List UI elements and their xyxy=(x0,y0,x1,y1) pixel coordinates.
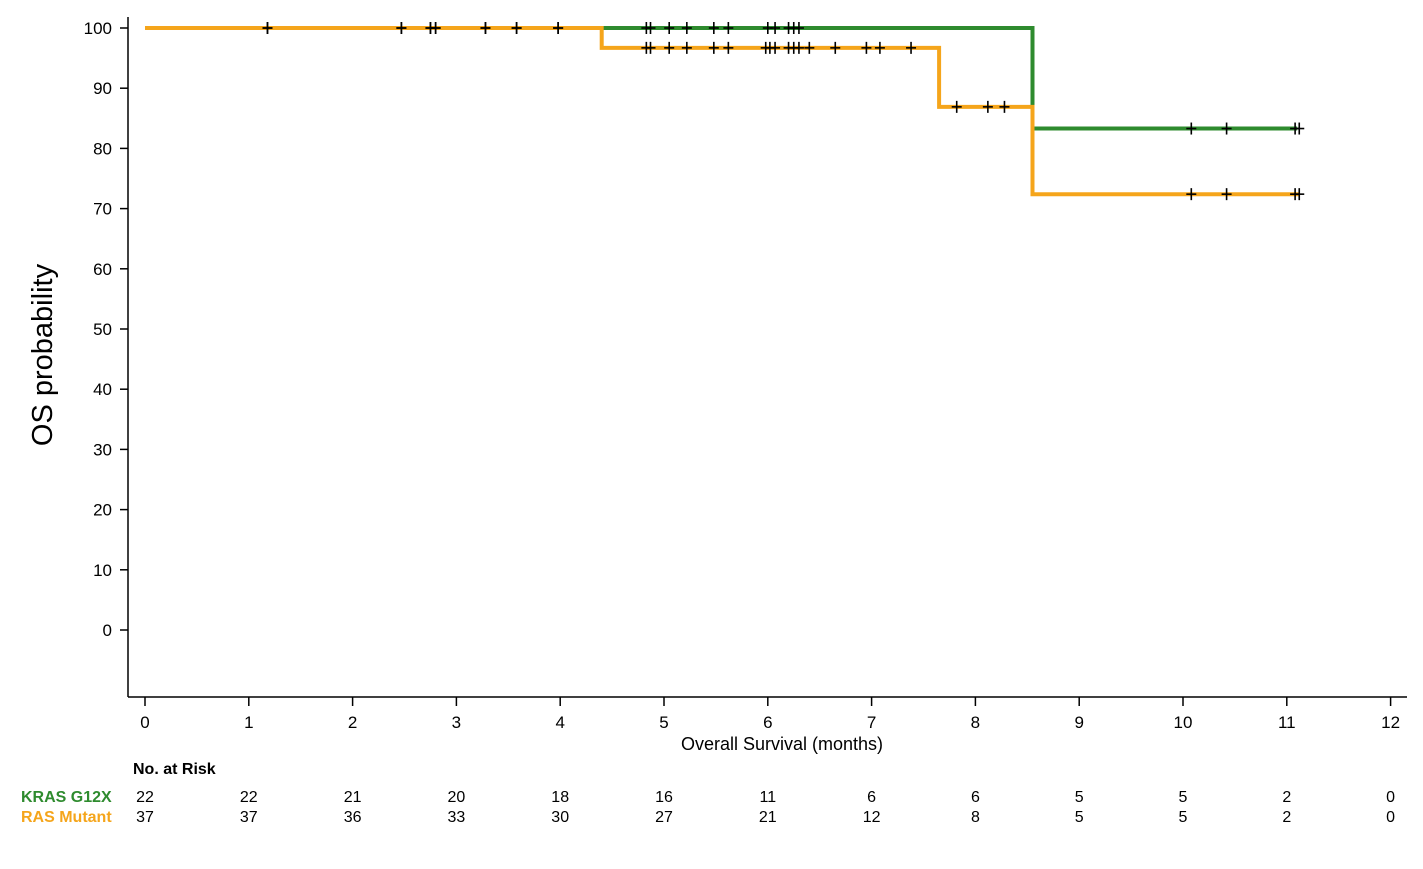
risk-count: 11 xyxy=(759,789,776,806)
x-tick-label: 1 xyxy=(244,713,253,732)
risk-count: 22 xyxy=(136,789,154,806)
x-tick-label: 2 xyxy=(348,713,357,732)
x-tick-label: 5 xyxy=(659,713,668,732)
risk-count: 12 xyxy=(863,809,881,826)
censor-mark xyxy=(793,22,804,34)
censor-mark xyxy=(553,22,564,34)
risk-count: 6 xyxy=(867,789,876,806)
censor-mark xyxy=(681,41,692,54)
risk-row-label: RAS Mutant xyxy=(21,809,112,826)
x-tick-label: 8 xyxy=(971,713,980,732)
censor-marks xyxy=(262,22,1305,201)
x-tick-label: 7 xyxy=(867,713,876,732)
x-tick-label: 4 xyxy=(555,713,564,732)
censor-mark xyxy=(1186,188,1197,201)
x-tick-label: 12 xyxy=(1381,713,1400,732)
x-tick-label: 10 xyxy=(1174,713,1193,732)
y-tick-label: 50 xyxy=(93,320,112,339)
risk-count: 0 xyxy=(1386,809,1395,826)
censor-mark xyxy=(1221,188,1232,201)
censor-mark xyxy=(708,22,719,34)
y-tick-label: 30 xyxy=(93,440,112,459)
censor-mark xyxy=(262,22,273,34)
y-axis-title: OS probability xyxy=(27,263,59,446)
y-tick-label: 40 xyxy=(93,380,112,399)
risk-count: 18 xyxy=(551,789,569,806)
censor-mark xyxy=(664,41,675,54)
survival-curves xyxy=(145,26,1300,197)
censor-mark xyxy=(1294,188,1305,201)
censor-mark xyxy=(804,41,815,54)
survival-line xyxy=(145,26,1298,131)
risk-row-label: KRAS G12X xyxy=(21,789,112,806)
risk-count: 5 xyxy=(1179,809,1188,826)
censor-mark xyxy=(999,100,1010,113)
risk-count: 37 xyxy=(136,809,154,826)
censor-mark xyxy=(951,100,962,113)
censor-mark xyxy=(723,22,734,34)
censor-mark xyxy=(645,41,656,54)
censor-mark xyxy=(861,41,872,54)
x-tick-label: 6 xyxy=(763,713,772,732)
risk-count: 2 xyxy=(1282,789,1291,806)
risk-count: 5 xyxy=(1179,789,1188,806)
censor-mark xyxy=(723,41,734,54)
y-tick-label: 0 xyxy=(103,621,112,640)
x-tick-label: 9 xyxy=(1074,713,1083,732)
risk-count: 33 xyxy=(448,809,466,826)
risk-count: 22 xyxy=(240,789,258,806)
y-tick-label: 10 xyxy=(93,561,112,580)
censor-mark xyxy=(396,22,407,34)
risk-count: 5 xyxy=(1075,809,1084,826)
risk-count: 8 xyxy=(971,809,980,826)
risk-count: 16 xyxy=(655,789,673,806)
risk-count: 21 xyxy=(344,789,362,806)
censor-mark xyxy=(664,22,675,34)
censor-mark xyxy=(681,22,692,34)
censor-mark xyxy=(708,41,719,54)
censor-mark xyxy=(511,22,522,34)
x-axis: 0 1 2 3 4 5 6 7 8 9 10 11 12 xyxy=(128,696,1407,732)
censor-mark xyxy=(793,41,804,54)
risk-count: 2 xyxy=(1282,809,1291,826)
risk-table-title: No. at Risk xyxy=(133,761,216,778)
risk-count: 27 xyxy=(655,809,673,826)
x-tick-label: 11 xyxy=(1278,713,1296,732)
x-tick-label: 3 xyxy=(452,713,461,732)
censor-mark xyxy=(1186,122,1197,135)
x-axis-title: Overall Survival (months) xyxy=(681,734,883,754)
risk-count: 37 xyxy=(240,809,258,826)
censor-mark xyxy=(1294,122,1305,135)
censor-mark xyxy=(645,22,656,34)
y-tick-label: 70 xyxy=(93,200,112,219)
censor-mark xyxy=(874,41,885,54)
y-tick-label: 80 xyxy=(93,139,112,158)
censor-mark xyxy=(982,100,993,113)
x-tick-label: 0 xyxy=(140,713,149,732)
censor-mark xyxy=(480,22,491,34)
risk-count: 21 xyxy=(759,809,777,826)
censor-mark xyxy=(430,22,441,34)
risk-count: 20 xyxy=(448,789,466,806)
risk-count: 0 xyxy=(1386,789,1395,806)
y-tick-label: 20 xyxy=(93,501,112,520)
y-tick-label: 60 xyxy=(93,260,112,279)
survival-line xyxy=(145,26,1300,197)
risk-count: 30 xyxy=(551,809,569,826)
risk-count: 5 xyxy=(1075,789,1084,806)
censor-mark xyxy=(906,41,917,54)
y-tick-label: 90 xyxy=(93,79,112,98)
censor-mark xyxy=(770,41,781,54)
censor-mark xyxy=(770,22,781,34)
y-axis: 0 10 20 30 40 50 60 70 80 90 100 xyxy=(84,17,129,697)
censor-mark xyxy=(830,41,841,54)
risk-count: 36 xyxy=(344,809,362,826)
y-tick-label: 100 xyxy=(84,19,112,38)
censor-mark xyxy=(1221,122,1232,135)
risk-count: 6 xyxy=(971,789,980,806)
